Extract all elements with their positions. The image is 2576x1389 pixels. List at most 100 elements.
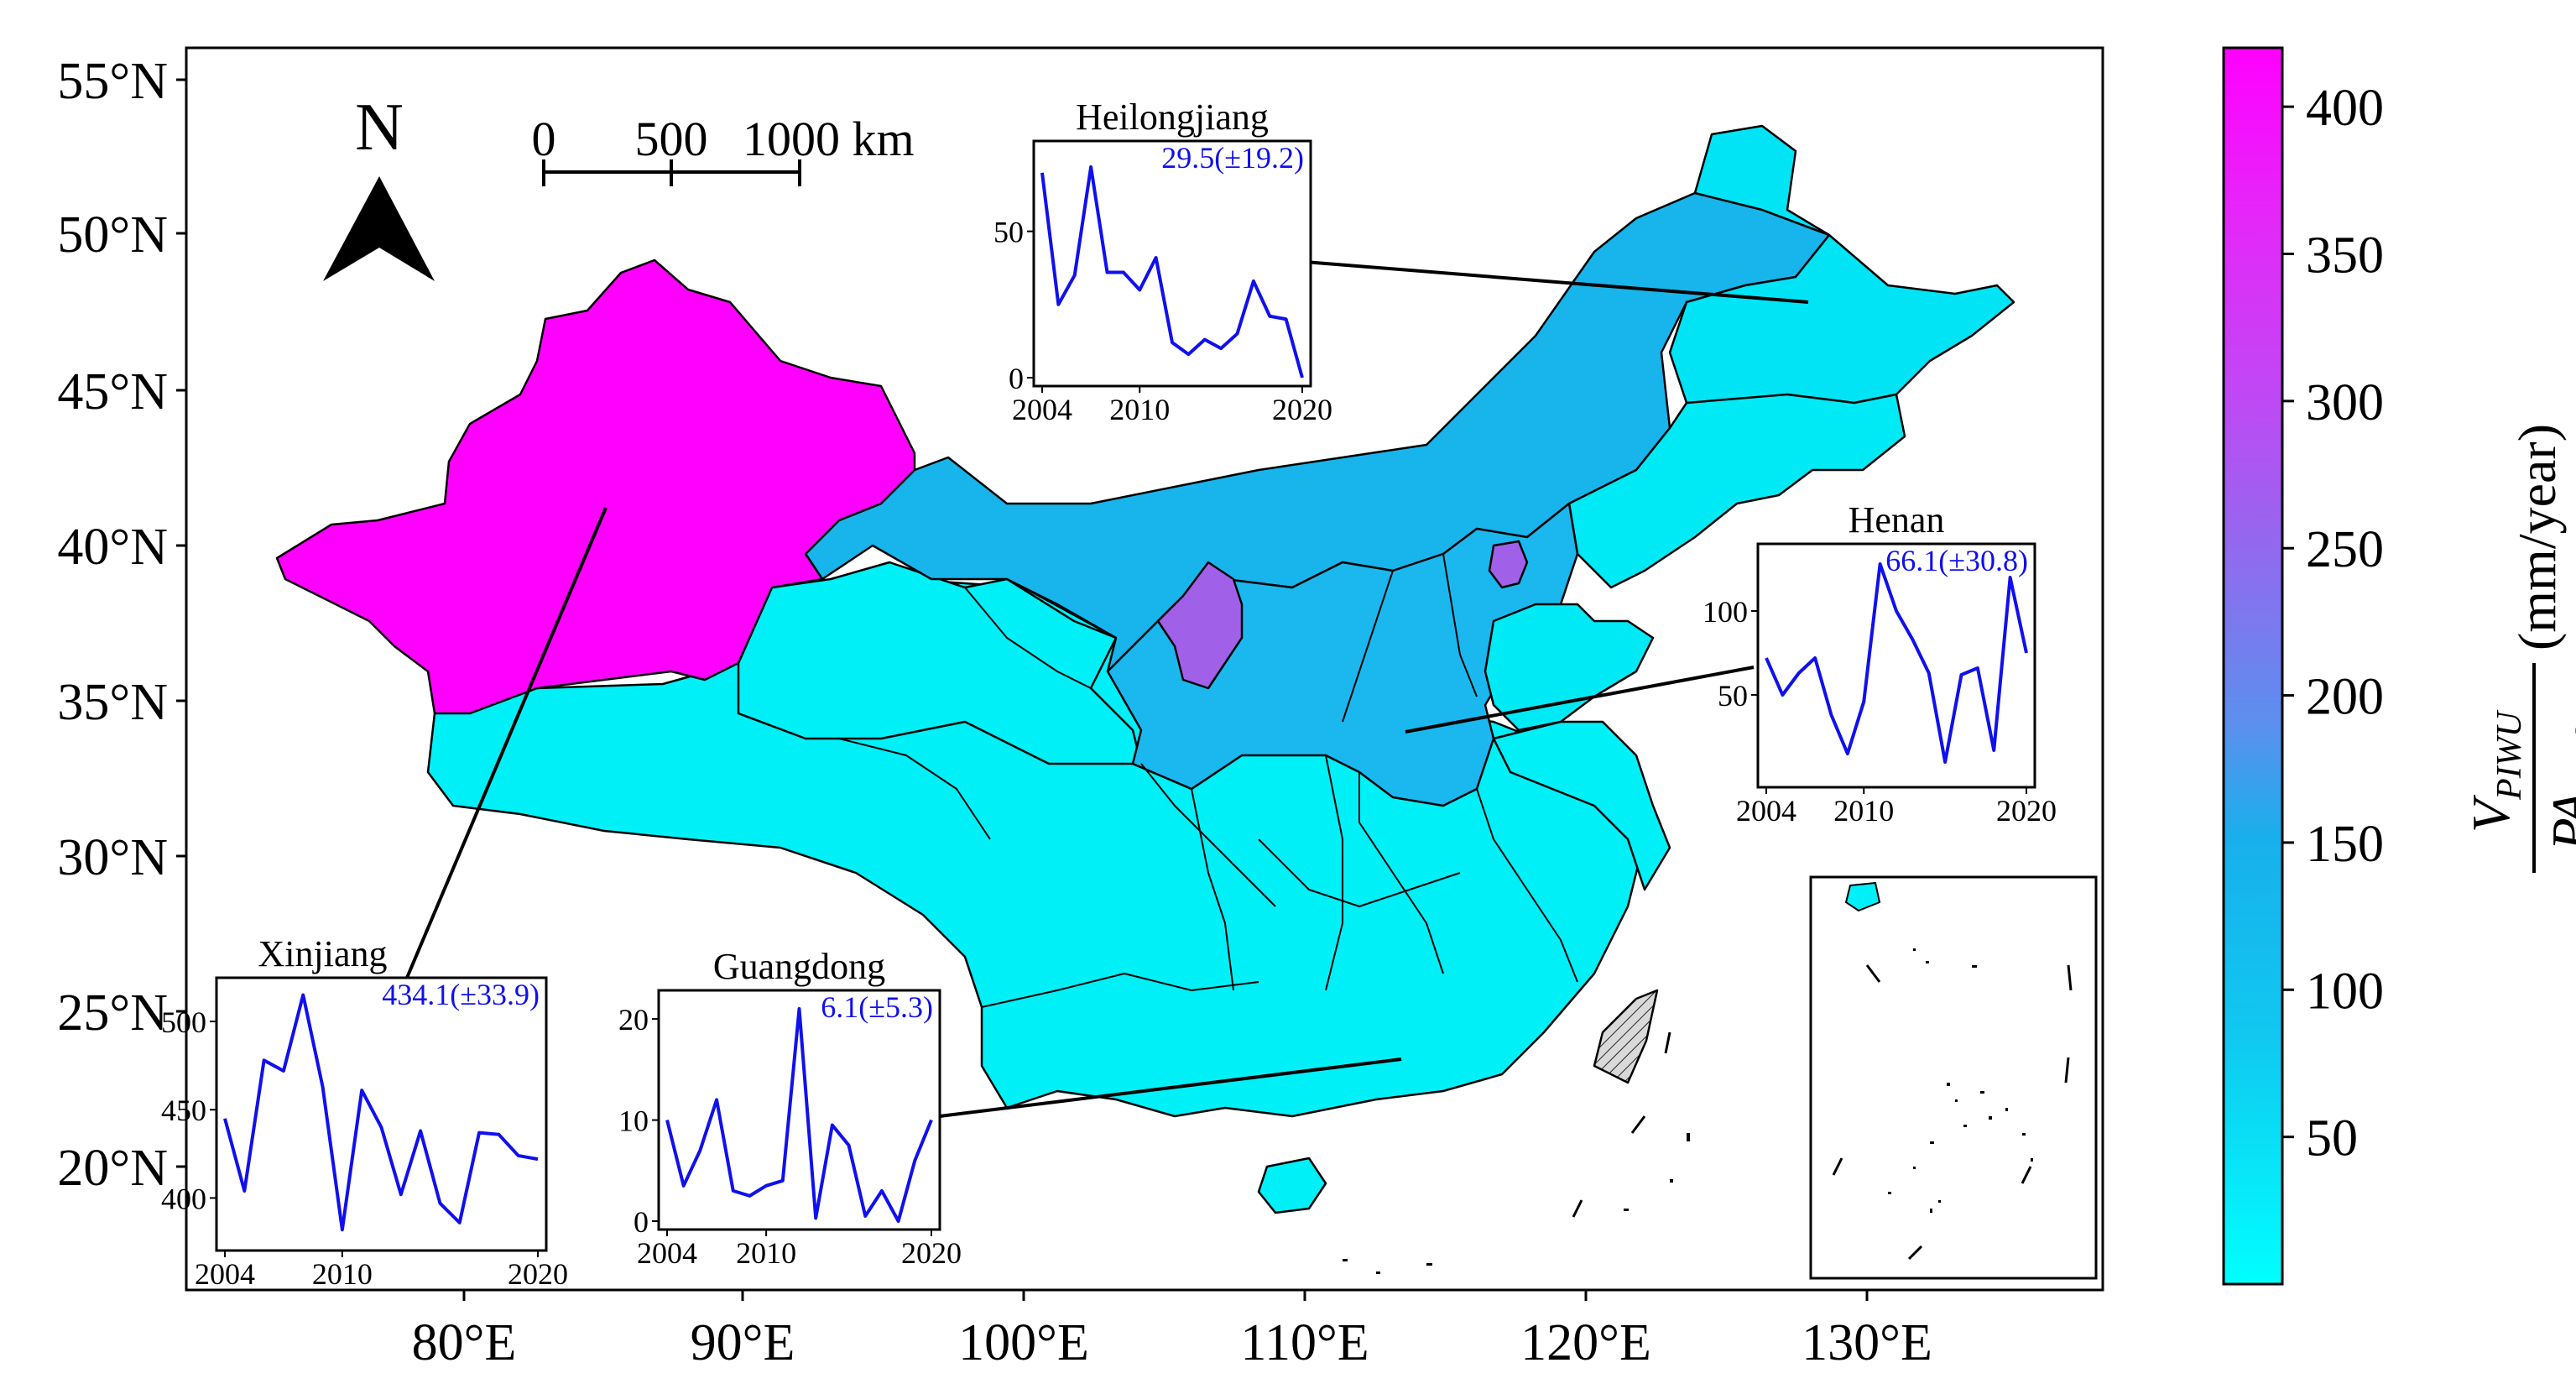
inset-xtick-label: 2020 [1272,393,1332,426]
inset-ytick-label: 20 [618,1003,649,1037]
inset-ytick-label: 0 [634,1205,649,1239]
colorbar-gradient [2224,48,2282,1284]
inset-ytick-label: 100 [1703,595,1748,629]
province-beijing [1488,540,1529,589]
leader-line-heilongjiang [1304,260,1809,304]
province-hainan [1257,1157,1327,1214]
lon-tick-label: 80°E [412,1314,517,1371]
inset-ytick-label: 0 [1009,362,1024,395]
colorbar-label-unit: (mm/year) [2507,424,2567,650]
colorbar-tick-label: 350 [2306,227,2384,285]
colorbar-fill [2224,48,2282,1284]
south-china-sea-inset [1809,875,2098,1280]
province-layer [275,124,2015,1274]
lon-tick-label: 120°E [1520,1314,1651,1371]
inset-xtick-label: 2010 [1833,794,1894,828]
province-shandong [1484,603,1655,732]
province-xinjiang [275,258,916,715]
province-ningxia [1156,561,1244,690]
province-heilongjiang [1668,124,2015,405]
lat-tick-label: 45°N [57,363,168,420]
svg-text:PAtotal: PAtotal [2541,728,2576,852]
scale-bar: 0 500 1000 km [532,112,915,186]
lat-tick-label: 25°N [57,984,168,1042]
colorbar-tick-label: 300 [2306,374,2384,431]
colorbar-label-denominator: PA [2541,791,2576,852]
colorbar-tick-label: 150 [2306,816,2384,873]
inset-xinjiang: Xinjiang 434.1(±33.9) 500 450 400 2004 2010 202… [161,933,568,1291]
colorbar-tick-label: 200 [2306,669,2384,726]
sea-boundary-marks [1572,1031,1671,1218]
svg-text:VPIWU: VPIWU [2461,709,2529,833]
inset-stat-label: 29.5(±19.2) [1161,141,1304,175]
leader-line-guangdong [939,1057,1402,1118]
longitude-axis: 80°E 90°E 100°E 110°E 120°E 130°E [412,1290,1932,1371]
inset-ytick-label: 50 [993,216,1024,249]
inset-ytick-label: 450 [161,1094,206,1127]
inset-xtick-label: 2004 [637,1236,697,1270]
inset-ytick-label: 400 [161,1182,206,1215]
colorbar-label: VPIWU PAtotal (mm/year) [2461,424,2576,873]
inset-ytick-label: 50 [1718,679,1748,713]
inset-xtick-label: 2010 [312,1257,373,1291]
inset-xtick-label: 2020 [901,1236,962,1270]
inset-stat-label: 6.1(±5.3) [821,990,933,1024]
leader-lines [405,260,1809,1118]
inset-stat-label: 434.1(±33.9) [382,978,540,1011]
lat-tick-label: 35°N [57,674,168,731]
region-taiwan [1593,989,1659,1084]
lat-tick-label: 50°N [57,206,168,264]
lon-tick-label: 90°E [691,1314,795,1371]
latitude-axis: 55°N 50°N 45°N 40°N 35°N 30°N 25°N 20°N [57,53,186,1197]
lon-tick-label: 100°E [958,1314,1089,1371]
colorbar-label-numerator: V [2461,794,2521,833]
inset-ytick-label: 10 [618,1104,649,1138]
inset-frame [1032,139,1312,388]
inset-henan: Henan 66.1(±30.8) 100 50 2004 2010 2020 [1703,499,2057,828]
colorbar: 50 100 150 200 250 300 350 400 VPIWU PAtotal (m… [2222,46,2576,1286]
province-borders [838,553,1578,1008]
inset-frame [215,976,548,1252]
colorbar-label-denominator-sub: total [2570,728,2576,792]
inset-ytick-label: 500 [161,1005,206,1039]
inset-title: Xinjiang [258,933,388,974]
south-sea-islands [1343,1133,1690,1274]
inset-xtick-label: 2010 [1109,393,1170,426]
colorbar-label-numerator-sub: PIWU [2490,709,2529,801]
colorbar-tick-label: 400 [2306,80,2384,137]
inset-xtick-label: 2004 [1736,794,1796,828]
north-arrow-label: N [355,91,404,164]
province-east-coast [1492,720,1671,891]
scale-label-1000: 1000 km [743,112,915,166]
lat-tick-label: 40°N [57,519,168,576]
inset-title: Guangdong [713,946,885,987]
inset-frame [1756,542,2036,789]
scale-label-500: 500 [635,112,708,166]
colorbar-frame [2222,46,2284,1286]
colorbar-tick-label: 100 [2306,963,2384,1020]
colorbar-ticks: 50 100 150 200 250 300 350 400 [2282,80,2384,1167]
lon-tick-label: 130°E [1802,1314,1932,1371]
lat-tick-label: 20°N [57,1140,168,1197]
lon-tick-label: 110°E [1240,1314,1369,1371]
leader-line-xinjiang [405,507,607,979]
inset-xtick-label: 2004 [195,1257,255,1291]
north-arrow-icon [323,176,435,281]
inset-title: Henan [1849,499,1945,540]
inset-stat-label: 66.1(±30.8) [1885,544,2028,577]
colorbar-tick-label: 50 [2306,1110,2358,1167]
lat-tick-label: 55°N [57,53,168,110]
inset-title: Heilongjiang [1076,97,1269,138]
inset-xtick-label: 2010 [736,1236,796,1270]
north-arrow: N [323,91,435,281]
inset-xtick-label: 2020 [508,1257,568,1291]
colorbar-tick-label: 250 [2306,521,2384,578]
lat-tick-label: 30°N [57,829,168,886]
inset-frame [657,989,941,1231]
inset-xtick-label: 2020 [1996,794,2057,828]
scale-label-0: 0 [532,112,556,166]
